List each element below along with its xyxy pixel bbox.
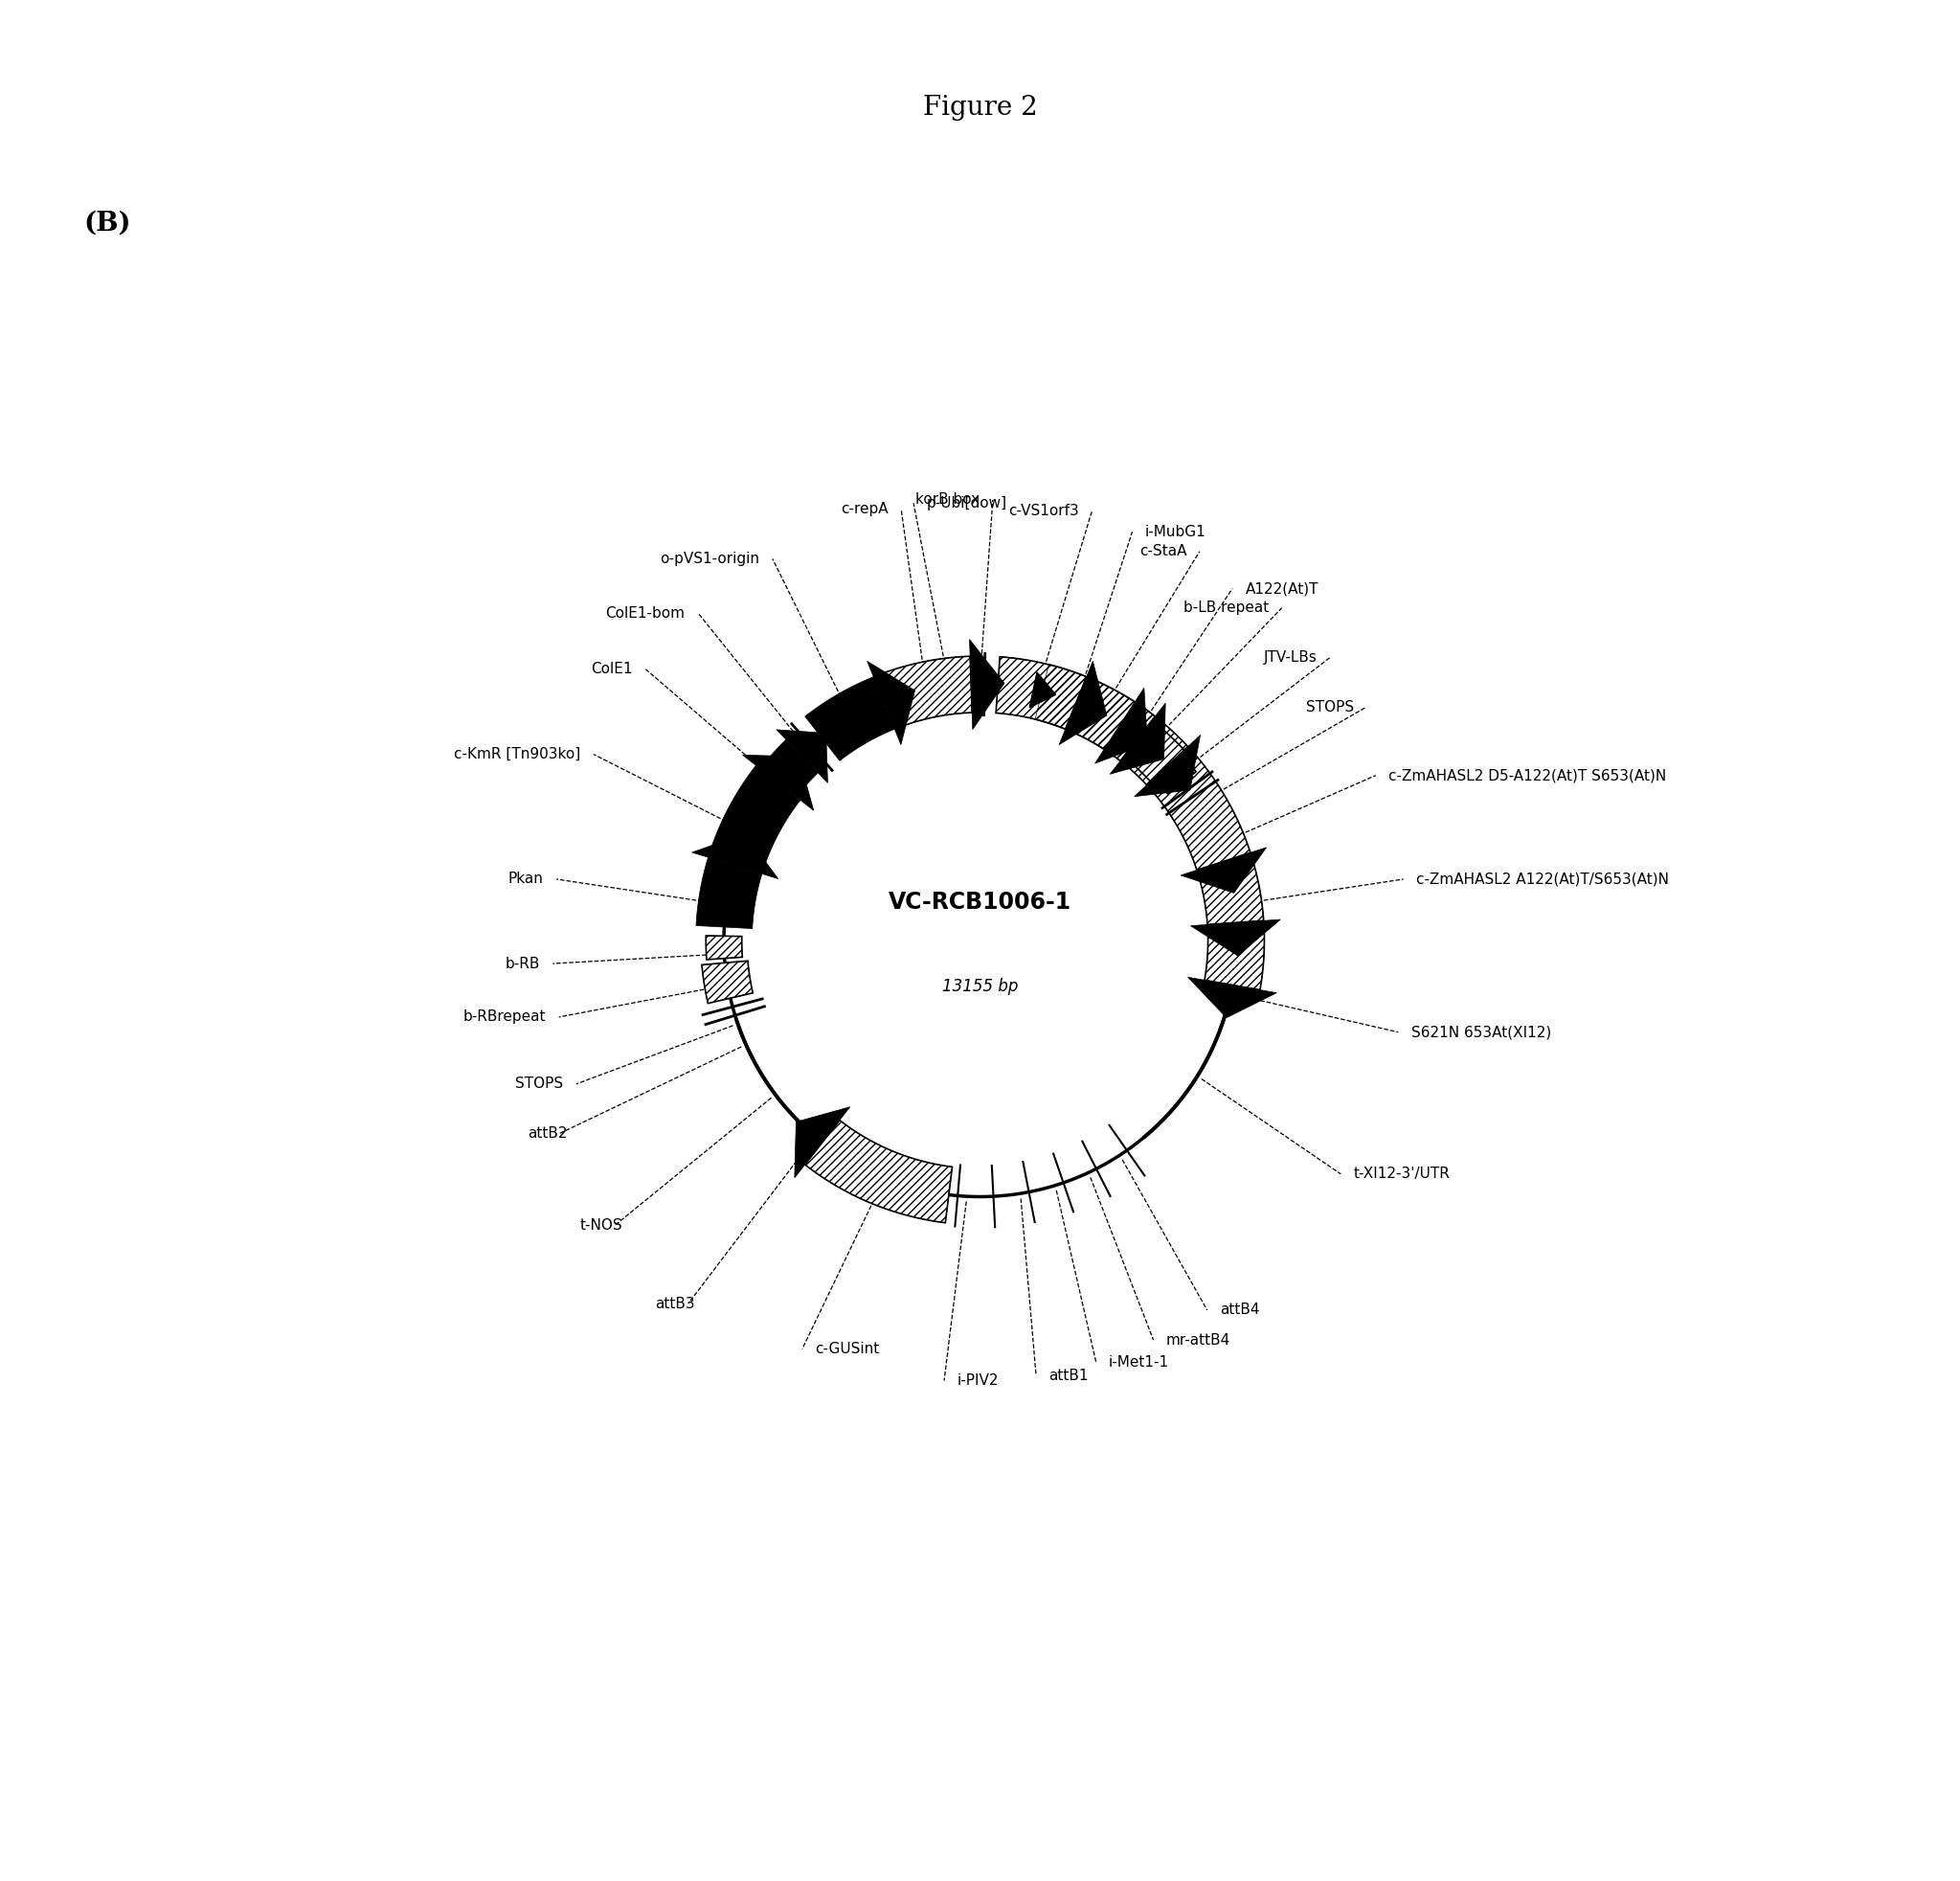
Polygon shape: [711, 766, 800, 867]
Text: STOPS: STOPS: [515, 1076, 563, 1091]
Text: c-ZmAHASL2 A122(At)T/S653(At)N: c-ZmAHASL2 A122(At)T/S653(At)N: [1417, 873, 1670, 886]
Text: JTV-LBs: JTV-LBs: [1264, 651, 1317, 664]
Polygon shape: [1156, 756, 1196, 794]
Text: c-KmR [Tn903ko]: c-KmR [Tn903ko]: [455, 747, 580, 762]
Text: A122(At)T: A122(At)T: [1245, 581, 1319, 596]
Polygon shape: [866, 660, 915, 745]
Polygon shape: [776, 730, 827, 782]
Text: b-LB repeat: b-LB repeat: [1184, 600, 1268, 615]
Polygon shape: [1152, 754, 1250, 871]
Polygon shape: [1180, 848, 1266, 893]
Text: i-MubG1: i-MubG1: [1145, 525, 1205, 540]
Text: c-VS1orf3: c-VS1orf3: [1009, 504, 1080, 519]
Polygon shape: [970, 640, 1004, 730]
Text: attB4: attB4: [1219, 1304, 1260, 1317]
Polygon shape: [706, 935, 743, 959]
Text: ColE1: ColE1: [592, 662, 633, 677]
Text: STOPS: STOPS: [1305, 700, 1354, 715]
Text: c-ZmAHASL2 D5-A122(At)T S653(At)N: c-ZmAHASL2 D5-A122(At)T S653(At)N: [1388, 767, 1666, 782]
Polygon shape: [1200, 861, 1264, 925]
Polygon shape: [794, 1106, 851, 1178]
Polygon shape: [702, 961, 753, 1003]
Polygon shape: [1188, 976, 1276, 1018]
Text: korB box: korB box: [915, 493, 980, 508]
Text: attB2: attB2: [527, 1127, 566, 1140]
Text: i-Met1-1: i-Met1-1: [1109, 1354, 1170, 1369]
Text: ColE1-bom: ColE1-bom: [606, 606, 686, 621]
Polygon shape: [1109, 703, 1166, 775]
Text: attB3: attB3: [655, 1296, 696, 1311]
Polygon shape: [996, 656, 1086, 730]
Polygon shape: [1190, 920, 1280, 956]
Polygon shape: [1058, 660, 1107, 745]
Text: p-Ubi[dow]: p-Ubi[dow]: [927, 497, 1007, 510]
Text: Figure 2: Figure 2: [923, 94, 1037, 120]
Text: (B): (B): [84, 211, 131, 235]
Text: t-NOS: t-NOS: [580, 1219, 623, 1232]
Polygon shape: [1205, 931, 1264, 989]
Text: t-XI12-3'/UTR: t-XI12-3'/UTR: [1354, 1166, 1450, 1181]
Polygon shape: [806, 677, 894, 760]
Polygon shape: [1072, 681, 1154, 760]
Text: c-StaA: c-StaA: [1139, 544, 1188, 559]
Polygon shape: [743, 754, 813, 811]
Polygon shape: [1029, 672, 1056, 707]
Text: c-repA: c-repA: [841, 502, 888, 517]
Polygon shape: [1035, 664, 1135, 749]
Text: o-pVS1-origin: o-pVS1-origin: [661, 551, 760, 566]
Text: S621N 653At(XI12): S621N 653At(XI12): [1411, 1025, 1550, 1040]
Text: c-GUSint: c-GUSint: [815, 1341, 880, 1356]
Polygon shape: [766, 739, 817, 790]
Text: b-RB: b-RB: [506, 956, 541, 971]
Text: Pkan: Pkan: [508, 873, 543, 886]
Text: attB1: attB1: [1049, 1369, 1088, 1383]
Text: i-PIV2: i-PIV2: [956, 1373, 998, 1388]
Polygon shape: [882, 656, 972, 726]
Polygon shape: [692, 833, 778, 878]
Text: 13155 bp: 13155 bp: [943, 978, 1017, 995]
Text: VC-RCB1006-1: VC-RCB1006-1: [888, 890, 1072, 914]
Text: mr-attB4: mr-attB4: [1166, 1334, 1231, 1347]
Polygon shape: [1096, 688, 1147, 764]
Text: b-RBrepeat: b-RBrepeat: [463, 1010, 547, 1025]
Polygon shape: [1129, 726, 1184, 781]
Polygon shape: [696, 858, 762, 929]
Polygon shape: [806, 1121, 953, 1223]
Polygon shape: [1135, 735, 1200, 796]
Polygon shape: [1111, 707, 1188, 784]
